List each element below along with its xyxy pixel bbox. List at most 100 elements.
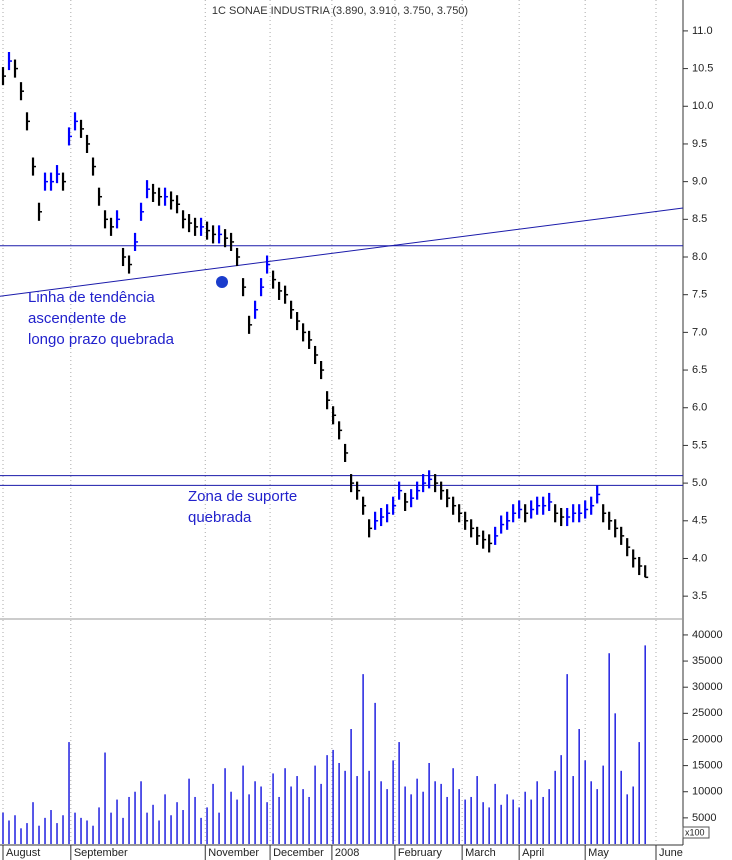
volume-bar — [422, 791, 424, 844]
volume-bar — [98, 807, 100, 844]
volume-bar — [512, 799, 514, 844]
x-tick-label: April — [522, 847, 544, 859]
volume-bar — [500, 804, 502, 844]
volume-bar — [452, 768, 454, 844]
volume-bar — [242, 765, 244, 844]
y-tick-label: 4.5 — [692, 515, 707, 527]
volume-bar — [194, 796, 196, 844]
volume-bar — [332, 749, 334, 844]
volume-bar — [554, 770, 556, 844]
volume-bar — [74, 812, 76, 844]
volume-bar — [212, 783, 214, 844]
volume-bar — [398, 742, 400, 844]
volume-bar — [530, 799, 532, 844]
volume-bar — [434, 781, 436, 844]
x-tick-label: June — [659, 847, 683, 859]
volume-bar — [134, 791, 136, 844]
volume-bar — [548, 789, 550, 844]
annotation: longo prazo quebrada — [28, 331, 175, 348]
volume-bar — [626, 794, 628, 844]
volume-bar — [62, 815, 64, 844]
volume-bar — [584, 760, 586, 844]
annotation: quebrada — [188, 509, 252, 526]
volume-bar — [368, 770, 370, 844]
y-tick-label: 10.0 — [692, 100, 713, 112]
x-tick-label: December — [273, 847, 324, 859]
volume-bar — [416, 778, 418, 844]
volume-bar — [410, 794, 412, 844]
volume-bar — [116, 799, 118, 844]
volume-bar — [446, 796, 448, 844]
volume-bar — [260, 786, 262, 844]
y-tick-label: 4.0 — [692, 552, 707, 564]
x-tick-label: May — [588, 847, 609, 859]
volume-bar — [614, 713, 616, 844]
volume-bar — [188, 778, 190, 844]
y-tick-label: 8.0 — [692, 251, 707, 263]
volume-bar — [602, 765, 604, 844]
volume-bar — [506, 794, 508, 844]
volume-bar — [32, 802, 34, 844]
unit-box — [682, 826, 710, 839]
volume-bar — [182, 810, 184, 844]
volume-bar — [26, 823, 28, 844]
volume-bar — [218, 812, 220, 844]
volume-bar — [128, 796, 130, 844]
volume-bar — [158, 820, 160, 844]
annotation: Zona de suporte — [188, 488, 297, 505]
volume-bar — [608, 653, 610, 844]
volume-bar — [284, 768, 286, 844]
x-tick-label: February — [398, 847, 443, 859]
x-tick-label: August — [6, 847, 40, 859]
y-tick-label: 5.5 — [692, 439, 707, 451]
y-tick-label: 25000 — [692, 707, 723, 719]
volume-bar — [278, 796, 280, 844]
volume-bar — [320, 783, 322, 844]
volume-bar — [146, 812, 148, 844]
y-tick-label: 3.5 — [692, 590, 707, 602]
volume-bar — [20, 828, 22, 844]
y-tick-label: 35000 — [692, 655, 723, 667]
volume-bar — [170, 815, 172, 844]
x-tick-label: September — [74, 847, 128, 859]
y-tick-label: 6.5 — [692, 364, 707, 376]
volume-bar — [224, 768, 226, 844]
y-tick-label: 20000 — [692, 733, 723, 745]
trend-line — [0, 207, 684, 297]
volume-bar — [428, 762, 430, 844]
volume-bar — [404, 786, 406, 844]
y-tick-label: 6.0 — [692, 402, 707, 414]
volume-bar — [560, 755, 562, 844]
y-tick-label: 30000 — [692, 681, 723, 693]
volume-bar — [92, 825, 94, 844]
y-tick-label: 15000 — [692, 760, 723, 772]
volume-bar — [230, 791, 232, 844]
volume-bar — [536, 781, 538, 844]
volume-bar — [374, 702, 376, 844]
volume-bar — [524, 791, 526, 844]
volume-bar — [362, 674, 364, 844]
y-tick-label: 7.5 — [692, 289, 707, 301]
volume-bar — [152, 804, 154, 844]
volume-bar — [236, 799, 238, 844]
y-tick-label: 10.5 — [692, 62, 713, 74]
volume-bar — [2, 812, 4, 844]
volume-bar — [518, 807, 520, 844]
volume-bar — [620, 770, 622, 844]
volume-bar — [44, 817, 46, 844]
volume-bar — [380, 781, 382, 844]
volume-bar — [488, 807, 490, 844]
y-tick-label: 11.0 — [692, 25, 713, 37]
volume-bar — [302, 789, 304, 844]
volume-bar — [458, 789, 460, 844]
volume-bar — [578, 729, 580, 844]
volume-bar — [14, 815, 16, 844]
x-tick-label: November — [208, 847, 259, 859]
volume-bar — [56, 823, 58, 844]
volume-bar — [326, 755, 328, 844]
volume-bar — [482, 802, 484, 844]
volume-bar — [68, 742, 70, 844]
volume-bar — [476, 776, 478, 844]
volume-bar — [200, 817, 202, 844]
volume-bar — [338, 762, 340, 844]
